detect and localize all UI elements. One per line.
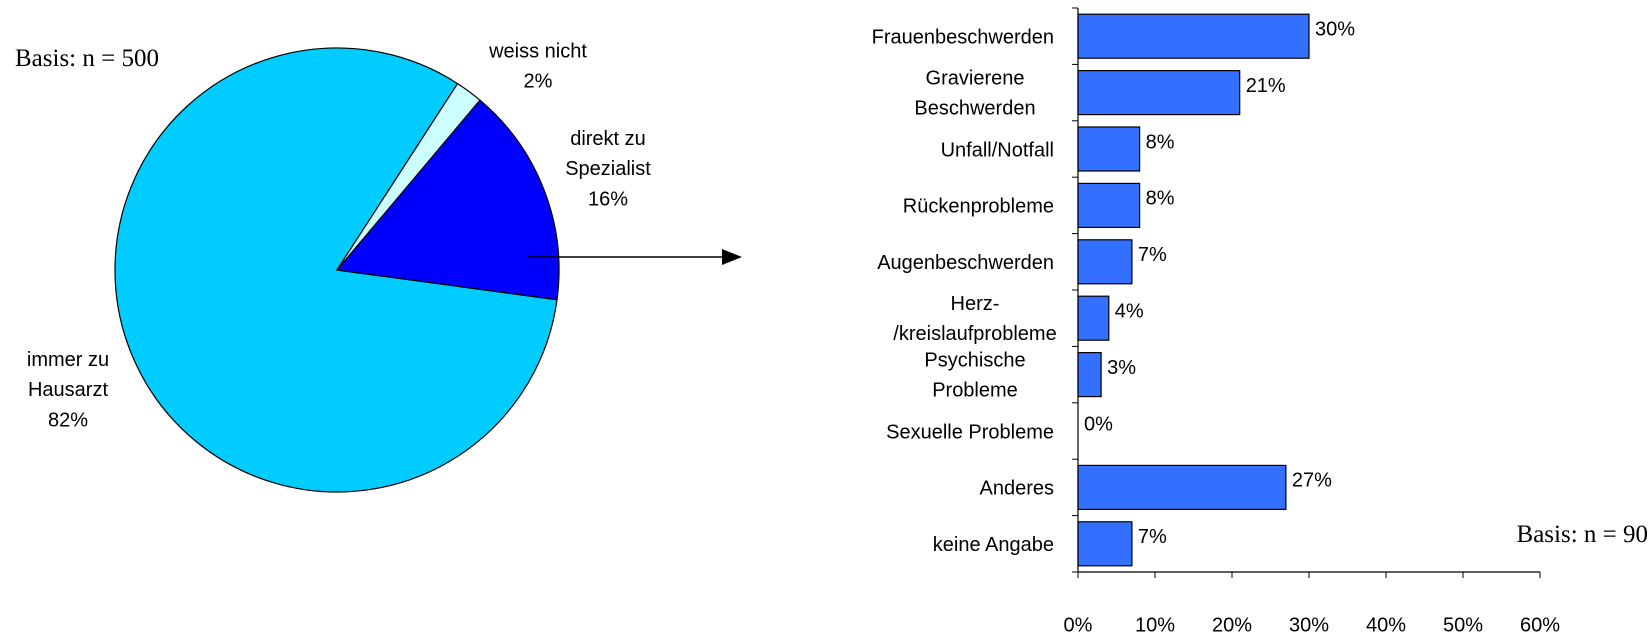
arrow-head <box>722 249 742 265</box>
x-tick-label: 10% <box>1135 614 1175 636</box>
text-line: immer zu <box>27 349 109 371</box>
y-tick-label: Unfall/Notfall <box>941 139 1054 161</box>
pie: immer zu Hausarzt 82% weiss nicht 2% direkt z… <box>27 40 651 493</box>
bar <box>1077 239 1133 285</box>
text-line: /kreislaufprobleme <box>893 323 1056 345</box>
x-tick-label: 20% <box>1212 614 1252 636</box>
x-tick-label: 0% <box>1064 614 1093 636</box>
y-tick-label: Anderes <box>980 478 1055 500</box>
slice-label: immer zu Hausarzt <box>27 349 109 401</box>
x-tick-label: 60% <box>1520 614 1560 636</box>
y-tick-label: Psychische Probleme <box>924 350 1025 402</box>
y-tick-label: keine Angabe <box>933 534 1054 556</box>
text-line: Beschwerden <box>914 98 1035 120</box>
bar <box>1077 126 1141 172</box>
text-line: Spezialist <box>565 158 651 180</box>
pie-annotation: Basis: n = 500 <box>15 45 159 72</box>
bar <box>1077 13 1310 59</box>
bar <box>1077 182 1141 228</box>
slice-label: direkt zu Spezialist <box>565 128 651 180</box>
x-tick-label: 40% <box>1366 614 1406 636</box>
bar-value-label: 0% <box>1084 413 1113 435</box>
text-line: Probleme <box>932 380 1018 402</box>
bar <box>1077 295 1110 341</box>
bar <box>1077 521 1133 567</box>
bar-value-label: 27% <box>1292 470 1332 492</box>
slice-value-label: 82% <box>48 409 88 431</box>
slice-label: weiss nicht <box>488 40 587 62</box>
y-tick-label: Rückenprobleme <box>903 196 1054 218</box>
bar <box>1077 69 1241 116</box>
bar-value-label: 21% <box>1246 75 1286 97</box>
text-line: Psychische <box>924 350 1025 372</box>
text-line: Hausarzt <box>28 379 108 401</box>
y-tick-label: Augenbeschwerden <box>877 252 1054 274</box>
bar <box>1077 352 1102 398</box>
bar-chart: 0% 10% 20% 30% 40% 50% 60% 30% Frauenbeschwerden… <box>872 7 1560 636</box>
text-line: direkt zu <box>570 128 646 150</box>
bar-value-label: 4% <box>1115 300 1144 322</box>
bar-value-label: 3% <box>1107 357 1136 379</box>
y-tick-label: Gravierene Beschwerden <box>914 68 1035 120</box>
bar-value-label: 8% <box>1146 131 1175 153</box>
text-line: Herz- <box>951 293 1000 315</box>
bar-value-label: 8% <box>1146 188 1175 210</box>
slice-value-label: 2% <box>524 70 553 92</box>
y-tick-label: Frauenbeschwerden <box>872 26 1054 48</box>
x-tick-label: 30% <box>1289 614 1329 636</box>
bar <box>1077 464 1287 510</box>
y-tick-label: Herz- /kreislaufprobleme <box>893 293 1056 345</box>
pie-slice <box>114 47 558 493</box>
bar-value-label: 7% <box>1138 526 1167 548</box>
x-tick-label: 50% <box>1443 614 1483 636</box>
bar-value-label: 30% <box>1315 18 1355 40</box>
pie-slice <box>335 99 560 301</box>
slice-value-label: 16% <box>588 188 628 210</box>
bar-annotation: Basis: n = 90 <box>1517 521 1648 548</box>
text-line: Gravierene <box>926 68 1025 90</box>
y-tick-label: Sexuelle Probleme <box>886 421 1054 443</box>
bar-value-label: 7% <box>1138 244 1167 266</box>
